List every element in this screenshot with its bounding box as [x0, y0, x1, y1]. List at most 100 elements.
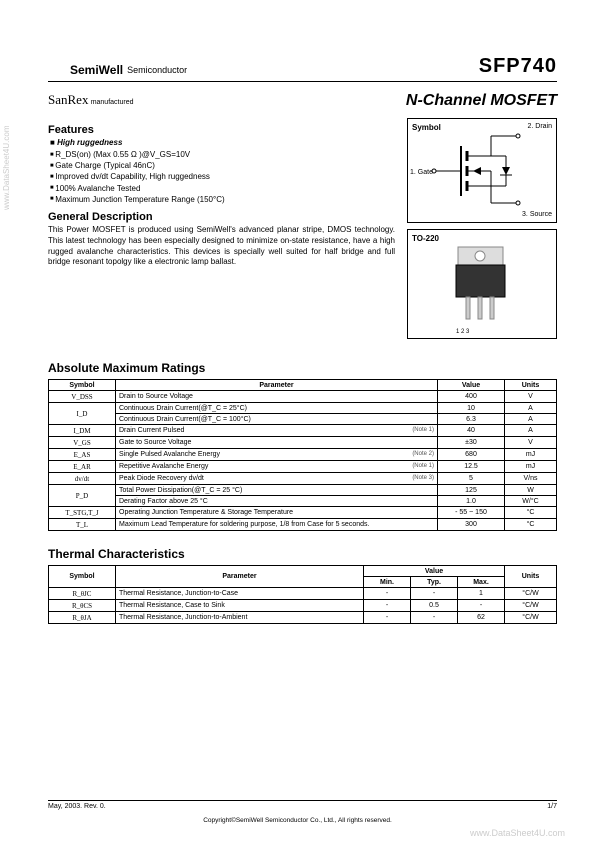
- cell-sym: R_θJC: [49, 588, 116, 600]
- cell-value: ±30: [438, 437, 505, 449]
- cell-unit: mJ: [505, 461, 557, 473]
- cell-param: Peak Diode Recovery dv/dt (Note 3): [116, 473, 438, 485]
- table-row: R_θJCThermal Resistance, Junction-to-Cas…: [49, 588, 557, 600]
- table-row: dv/dtPeak Diode Recovery dv/dt (Note 3)5…: [49, 473, 557, 485]
- manufacturer-sub: manufactured: [91, 99, 134, 106]
- table-row: T_STG,T_JOperating Junction Temperature …: [49, 507, 557, 519]
- cell-unit: W/°C: [505, 496, 557, 507]
- brand-name: SemiWell: [70, 63, 123, 77]
- cell-sym: R_θCS: [49, 600, 116, 612]
- th-symbol: Symbol: [49, 566, 116, 588]
- cell-min: -: [364, 588, 411, 600]
- table-row: E_ASSingle Pulsed Avalanche Energy (Note…: [49, 449, 557, 461]
- cell-symbol: I_DM: [49, 425, 116, 437]
- general-text: This Power MOSFET is produced using Semi…: [48, 225, 395, 268]
- cell-value: - 55 ~ 150: [438, 507, 505, 519]
- feature-item: Improved dv/dt Capability, High ruggedne…: [50, 171, 395, 182]
- th-param: Parameter: [116, 566, 364, 588]
- cell-param: Drain to Source Voltage: [116, 391, 438, 403]
- table-row: P_DTotal Power Dissipation(@T_C = 25 °C)…: [49, 485, 557, 496]
- header-bar: SemiWell Semiconductor SFP740: [48, 55, 557, 82]
- cell-unit: A: [505, 425, 557, 437]
- cell-unit: mJ: [505, 449, 557, 461]
- to220-package-icon: [438, 242, 528, 327]
- cell-max: -: [458, 600, 505, 612]
- cell-unit: W: [505, 485, 557, 496]
- table-row: V_DSSDrain to Source Voltage400V: [49, 391, 557, 403]
- part-number: SFP740: [479, 55, 557, 78]
- th-param: Parameter: [116, 380, 438, 391]
- cell-param: Single Pulsed Avalanche Energy (Note 2): [116, 449, 438, 461]
- table-row: I_DMDrain Current Pulsed (Note 1)40A: [49, 425, 557, 437]
- th-value: Value: [364, 566, 505, 577]
- cell-value: 300: [438, 519, 505, 531]
- cell-unit: V: [505, 391, 557, 403]
- cell-unit: °C/W: [505, 612, 557, 624]
- cell-param: Operating Junction Temperature & Storage…: [116, 507, 438, 519]
- brand-sub: Semiconductor: [127, 65, 187, 75]
- cell-param: Total Power Dissipation(@T_C = 25 °C): [116, 485, 438, 496]
- cell-param: Derating Factor above 25 °C: [116, 496, 438, 507]
- cell-unit: °C: [505, 507, 557, 519]
- cell-param: Maximum Lead Temperature for soldering p…: [116, 519, 438, 531]
- device-type: N-Channel MOSFET: [406, 92, 557, 110]
- thermal-title: Thermal Characteristics: [48, 547, 557, 561]
- symbol-box: Symbol: [407, 118, 557, 223]
- cell-value: 12.5: [438, 461, 505, 473]
- abs-max-title: Absolute Maximum Ratings: [48, 361, 557, 375]
- cell-unit: °C/W: [505, 600, 557, 612]
- features-list: R_DS(on) (Max 0.55 Ω )@V_GS=10V Gate Cha…: [50, 149, 395, 205]
- cell-symbol: T_L: [49, 519, 116, 531]
- pin-source-label: 3. Source: [522, 211, 552, 218]
- cell-value: 400: [438, 391, 505, 403]
- table-row: E_ARRepetitive Avalanche Energy (Note 1)…: [49, 461, 557, 473]
- abs-max-table: Symbol Parameter Value Units V_DSSDrain …: [48, 379, 557, 531]
- cell-value: 5: [438, 473, 505, 485]
- package-pin-numbers: 1 2 3: [456, 329, 469, 335]
- cell-param: Thermal Resistance, Junction-to-Case: [116, 588, 364, 600]
- pin-drain-label: 2. Drain: [527, 123, 552, 130]
- cell-unit: °C: [505, 519, 557, 531]
- table-row: Continuous Drain Current(@T_C = 100°C)6.…: [49, 414, 557, 425]
- cell-symbol: V_DSS: [49, 391, 116, 403]
- cell-max: 1: [458, 588, 505, 600]
- cell-param: Thermal Resistance, Junction-to-Ambient: [116, 612, 364, 624]
- th-units: Units: [505, 380, 557, 391]
- brand-block: SemiWell Semiconductor: [48, 62, 187, 78]
- th-value: Value: [438, 380, 505, 391]
- cell-symbol: I_D: [49, 403, 116, 425]
- table-row: Derating Factor above 25 °C1.0W/°C: [49, 496, 557, 507]
- cell-param: Repetitive Avalanche Energy (Note 1): [116, 461, 438, 473]
- th-symbol: Symbol: [49, 380, 116, 391]
- cell-unit: A: [505, 403, 557, 414]
- cell-typ: -: [411, 612, 458, 624]
- package-label: TO-220: [412, 234, 439, 243]
- cell-symbol: dv/dt: [49, 473, 116, 485]
- table-row: R_θCSThermal Resistance, Case to Sink-0.…: [49, 600, 557, 612]
- cell-value: 10: [438, 403, 505, 414]
- cell-unit: V: [505, 437, 557, 449]
- brand-logo-icon: [48, 62, 66, 78]
- feature-item: Gate Charge (Typical 46nC): [50, 160, 395, 171]
- cell-value: 125: [438, 485, 505, 496]
- cell-value: 6.3: [438, 414, 505, 425]
- cell-sym: R_θJA: [49, 612, 116, 624]
- watermark-bottom: www.DataSheet4U.com: [470, 828, 565, 838]
- footer-bar: May, 2003. Rev. 0. 1/7: [48, 800, 557, 810]
- cell-typ: 0.5: [411, 600, 458, 612]
- table-row: I_DContinuous Drain Current(@T_C = 25°C)…: [49, 403, 557, 414]
- cell-unit: A: [505, 414, 557, 425]
- cell-value: 40: [438, 425, 505, 437]
- cell-symbol: T_STG,T_J: [49, 507, 116, 519]
- th-min: Min.: [364, 577, 411, 588]
- table-row: R_θJAThermal Resistance, Junction-to-Amb…: [49, 612, 557, 624]
- general-title: General Description: [48, 211, 395, 223]
- th-units: Units: [505, 566, 557, 588]
- manufacturer-name: SanRex: [48, 92, 88, 107]
- feature-item: Maximum Junction Temperature Range (150°…: [50, 194, 395, 205]
- pin-gate-label: 1. Gate: [410, 169, 433, 176]
- table-row: V_GSGate to Source Voltage±30V: [49, 437, 557, 449]
- cell-param: Drain Current Pulsed (Note 1): [116, 425, 438, 437]
- table-row: T_LMaximum Lead Temperature for solderin…: [49, 519, 557, 531]
- features-title: Features: [48, 124, 395, 136]
